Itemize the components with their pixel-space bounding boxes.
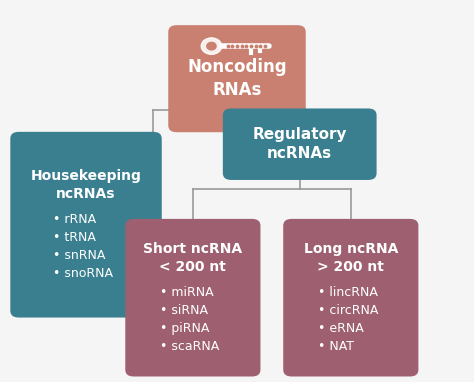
- Text: • miRNA
• siRNA
• piRNA
• scaRNA: • miRNA • siRNA • piRNA • scaRNA: [160, 286, 219, 353]
- Circle shape: [201, 38, 222, 54]
- FancyBboxPatch shape: [283, 219, 419, 377]
- FancyBboxPatch shape: [223, 108, 376, 180]
- Text: Long ncRNA
> 200 nt: Long ncRNA > 200 nt: [304, 242, 398, 274]
- Circle shape: [207, 42, 216, 50]
- Text: Noncoding
RNAs: Noncoding RNAs: [187, 58, 287, 99]
- Text: Housekeeping
ncRNAs: Housekeeping ncRNAs: [31, 169, 141, 201]
- Text: • rRNA
• tRNA
• snRNA
• snoRNA: • rRNA • tRNA • snRNA • snoRNA: [53, 213, 113, 280]
- Text: Short ncRNA
< 200 nt: Short ncRNA < 200 nt: [143, 242, 242, 274]
- FancyBboxPatch shape: [10, 132, 162, 317]
- Text: Regulatory
ncRNAs: Regulatory ncRNAs: [253, 127, 347, 161]
- FancyBboxPatch shape: [168, 25, 306, 132]
- FancyBboxPatch shape: [125, 219, 260, 377]
- Text: • lincRNA
• circRNA
• eRNA
• NAT: • lincRNA • circRNA • eRNA • NAT: [318, 286, 378, 353]
